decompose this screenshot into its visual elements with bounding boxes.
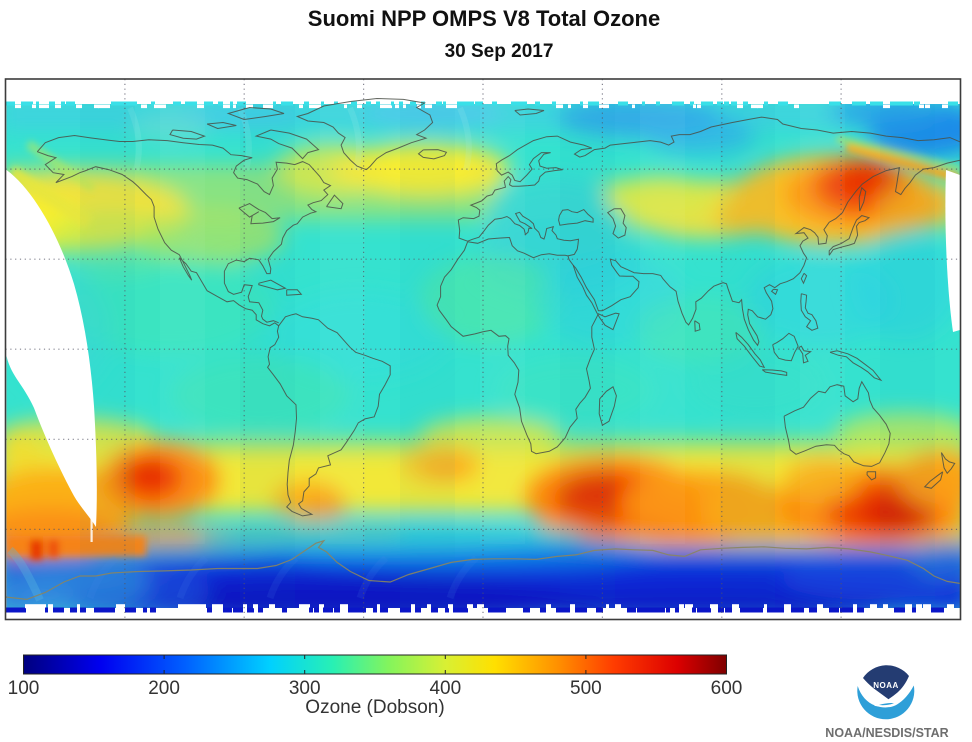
svg-text:Ozone (Dobson): Ozone (Dobson) — [305, 697, 444, 718]
svg-text:300: 300 — [289, 678, 321, 699]
svg-text:400: 400 — [429, 678, 461, 699]
svg-text:100: 100 — [8, 678, 40, 699]
svg-text:200: 200 — [148, 678, 180, 699]
svg-text:NOAA: NOAA — [873, 681, 899, 690]
svg-text:Suomi NPP OMPS V8 Total Ozone: Suomi NPP OMPS V8 Total Ozone — [308, 6, 660, 31]
svg-text:600: 600 — [711, 678, 743, 699]
svg-text:30 Sep 2017: 30 Sep 2017 — [445, 41, 554, 62]
svg-text:NOAA/NESDIS/STAR: NOAA/NESDIS/STAR — [825, 726, 948, 740]
svg-text:500: 500 — [570, 678, 602, 699]
